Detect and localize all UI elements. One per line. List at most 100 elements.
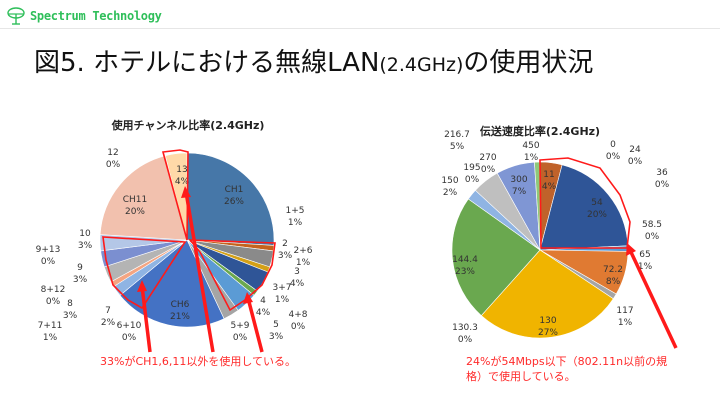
slice-percent-label: 1%	[288, 218, 303, 228]
slice-percent-label: 4%	[290, 279, 305, 289]
slice-percent-label: 0%	[465, 175, 480, 185]
pie-slice-CH1	[186, 152, 275, 246]
right-annotation: 24%が54Mbps以下（802.11n以前の規 格）で使用している。	[466, 354, 667, 384]
slice-percent-label: 0%	[628, 157, 643, 167]
slide-title: 図5. ホテルにおける無線LAN(2.4GHz)の使用状況	[34, 42, 593, 79]
highlight-ch13	[161, 149, 189, 241]
slice-category-label: 3+7	[273, 283, 292, 293]
slice-category-label: 9	[77, 263, 83, 273]
slice-category-label: 12	[107, 148, 118, 158]
pie-slice-CH11	[99, 155, 188, 241]
arrow-heads	[137, 186, 636, 304]
slice-percent-label: 3%	[63, 311, 78, 321]
pie-slice-130	[480, 249, 614, 339]
slice-percent-label: 0%	[645, 232, 660, 242]
slice-category-label: CH11	[123, 195, 148, 205]
slice-percent-label: 0%	[233, 333, 248, 343]
right-annotation-line-2: 格）で使用している。	[466, 370, 576, 383]
arrow-3	[246, 297, 264, 353]
slice-percent-label: 3%	[73, 275, 88, 285]
slice-category-label: 450	[522, 141, 539, 151]
slice-category-label: 65	[639, 250, 650, 260]
company-logo: Spectrum Technology	[6, 6, 162, 26]
slice-category-label: CH6	[171, 300, 190, 310]
title-main: 図5. ホテルにおける無線LAN	[34, 48, 380, 78]
slice-category-label: 24	[629, 145, 641, 155]
slice-percent-label: 20%	[125, 207, 145, 217]
slice-category-label: 10	[79, 229, 91, 239]
slice-category-label: 7+11	[38, 321, 63, 331]
slice-percent-label: 2%	[443, 188, 458, 198]
highlight-54mbps	[539, 157, 631, 249]
slice-percent-label: 3%	[269, 332, 284, 342]
slice-category-label: 150	[441, 176, 458, 186]
slice-percent-label: 8%	[606, 277, 621, 287]
right-annotation-line-1: 24%が54Mbps以下（802.11n以前の規	[466, 355, 668, 368]
slice-category-label: 117	[616, 306, 633, 316]
slice-category-label: 36	[656, 168, 668, 178]
slice-category-label: 270	[479, 153, 496, 163]
arrow-4	[628, 249, 678, 349]
slice-category-label: 144.4	[452, 255, 478, 265]
slice-percent-label: 0%	[291, 322, 306, 332]
arrowhead-3	[243, 292, 253, 304]
slice-percent-label: 23%	[455, 267, 475, 277]
slice-percent-label: 27%	[538, 328, 558, 338]
arrow-2	[184, 191, 215, 353]
slice-percent-label: 0%	[458, 335, 473, 345]
slice-category-label: 130	[539, 316, 556, 326]
slice-percent-label: 3%	[278, 251, 293, 261]
arrowhead-1	[137, 280, 147, 292]
title-tail: の使用状況	[463, 48, 594, 78]
slice-category-label: 130.3	[452, 323, 478, 333]
slice-percent-label: 0%	[122, 333, 137, 343]
slice-percent-label: 0%	[655, 180, 670, 190]
slice-category-label: 2	[282, 239, 288, 249]
highlight-left-cluster	[102, 236, 187, 310]
slice-percent-label: 1%	[618, 318, 633, 328]
slice-percent-label: 2%	[101, 318, 116, 328]
slice-percent-label: 1%	[296, 258, 311, 268]
arrow-1	[140, 285, 152, 353]
slice-percent-label: 0%	[41, 257, 56, 267]
slice-category-label: 4	[260, 296, 266, 306]
highlight-outlines	[102, 149, 631, 312]
slice-category-label: 5+9	[231, 321, 250, 331]
slice-category-label: 0	[610, 140, 616, 150]
slice-category-label: 8+12	[41, 285, 66, 295]
rate-pie	[451, 161, 629, 339]
slice-percent-label: 1%	[43, 333, 58, 343]
slice-category-label: 58.5	[642, 220, 662, 230]
slice-category-label: 11	[543, 170, 554, 180]
slice-percent-label: 1%	[638, 262, 653, 272]
highlight-right-cluster	[188, 239, 276, 312]
slice-category-label: 195	[463, 163, 480, 173]
slice-percent-label: 26%	[224, 197, 244, 207]
slice-percent-label: 3%	[78, 241, 93, 251]
logo-icon	[7, 7, 25, 25]
slice-category-label: 7	[105, 306, 111, 316]
pie-slice-54	[539, 164, 629, 251]
slice-percent-label: 1%	[275, 295, 290, 305]
slice-percent-label: 0%	[481, 165, 496, 175]
slice-category-label: 6+10	[117, 321, 142, 331]
left-annotation: 33%がCH1,6,11以外を使用している。	[100, 355, 297, 368]
slice-category-label: 5	[273, 320, 279, 330]
slice-percent-label: 4%	[256, 308, 271, 318]
arrowhead-2	[181, 186, 191, 198]
slice-percent-label: 7%	[512, 187, 527, 197]
left-chart-title: 使用チャンネル比率(2.4GHz)	[111, 118, 265, 132]
slice-percent-label: 0%	[106, 160, 121, 170]
annotation-arrows	[140, 191, 678, 353]
header-divider	[0, 28, 720, 29]
slice-category-label: 4+8	[289, 310, 308, 320]
slice-percent-label: 1%	[524, 153, 539, 163]
slice-category-label: CH1	[225, 185, 244, 195]
arrowhead-4	[626, 243, 636, 256]
slice-percent-label: 5%	[450, 142, 465, 152]
slice-category-label: 2+6	[294, 246, 313, 256]
slice-percent-label: 21%	[170, 312, 190, 322]
slice-category-label: 8	[67, 299, 73, 309]
slice-category-label: 54	[591, 198, 603, 208]
